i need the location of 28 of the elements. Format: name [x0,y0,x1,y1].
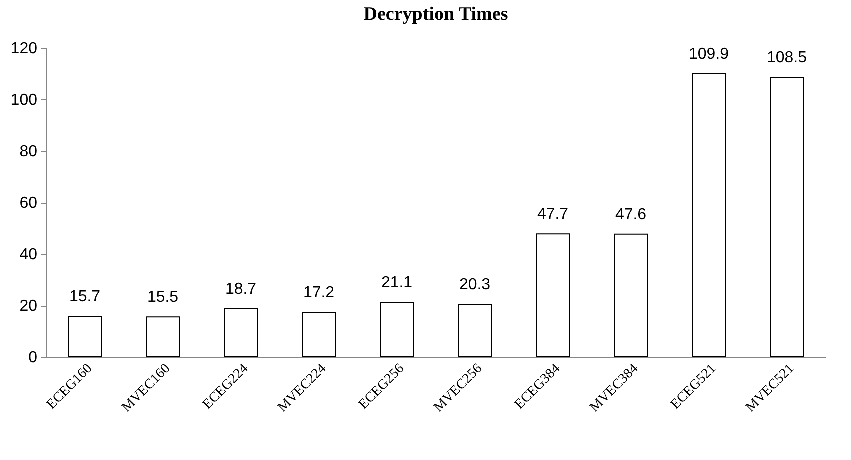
bar [536,234,570,358]
data-label: 21.1 [381,274,413,292]
y-tick-label: 80 [20,144,38,160]
data-label: 109.9 [688,46,730,64]
bar [770,77,804,358]
y-tick-label: 0 [28,350,38,366]
bar [146,316,180,358]
y-tick-label: 60 [20,195,38,212]
bar [68,316,102,358]
data-label: 15.5 [147,289,179,306]
data-label: 15.7 [69,288,101,306]
data-label: 18.7 [225,280,257,298]
y-tick-label: 20 [20,298,38,315]
data-label: 47.6 [615,206,647,224]
data-label: 108.5 [766,50,808,67]
y-tick-label: 40 [20,246,38,264]
data-label: 20.3 [459,276,491,294]
bar [302,312,336,358]
bar [614,234,648,358]
data-label: 47.7 [537,206,569,224]
chart-title: Decryption Times [364,4,508,25]
bar [380,302,414,358]
bar [224,308,258,358]
y-tick-label: 100 [10,92,38,109]
bar [458,304,492,358]
data-label: 17.2 [303,284,335,302]
bar [692,74,726,358]
y-tick-label: 120 [10,40,38,58]
